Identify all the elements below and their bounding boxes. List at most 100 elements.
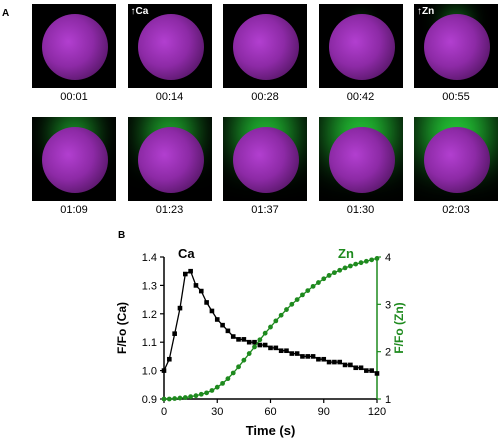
x-tick-label: 120 — [368, 406, 386, 418]
data-point-zn — [252, 344, 257, 350]
oocyte-cell — [233, 127, 299, 193]
frame-timestamp: 00:01 — [60, 91, 88, 103]
data-point-ca — [278, 348, 284, 354]
x-axis-label: Time (s) — [246, 423, 296, 438]
data-point-ca — [284, 348, 289, 354]
frame-timestamp: 01:09 — [60, 204, 88, 216]
frame-timestamp: 00:42 — [346, 91, 375, 103]
data-point-zn — [225, 376, 231, 382]
data-point-zn — [294, 297, 300, 302]
oocyte-cell — [137, 14, 204, 80]
data-point-zn — [374, 256, 380, 261]
right-y-tick-label: 3 — [385, 299, 391, 311]
data-point-ca — [358, 365, 364, 371]
data-point-ca — [294, 351, 300, 356]
micrograph-image — [318, 117, 403, 201]
oocyte-cell — [328, 14, 395, 80]
data-point-zn — [193, 393, 199, 399]
right-y-tick-label: 4 — [385, 252, 391, 264]
frame-timestamp: 01:23 — [155, 204, 184, 216]
ion-increase-tag: ↑Zn — [417, 6, 435, 17]
data-point-ca — [332, 359, 337, 365]
data-point-ca — [241, 337, 247, 342]
data-point-zn — [321, 276, 327, 282]
data-point-zn — [342, 265, 348, 271]
data-point-zn — [363, 258, 369, 264]
data-point-zn — [166, 396, 172, 402]
ion-increase-tag: ↑Ca — [130, 6, 149, 17]
x-tick-label: 30 — [211, 406, 223, 418]
frame-timestamp: 02:03 — [442, 204, 470, 216]
micrograph-image — [414, 117, 498, 201]
data-point-ca — [257, 342, 263, 348]
data-point-ca — [348, 362, 353, 368]
data-point-zn — [161, 396, 167, 402]
data-point-zn — [310, 283, 316, 289]
data-point-zn — [289, 301, 295, 307]
frame-timestamp: 01:37 — [251, 204, 279, 216]
x-tick-label: 60 — [264, 406, 276, 418]
left-y-axis-label: F/Fo (Ca) — [115, 302, 129, 354]
micrograph-image — [223, 117, 307, 201]
data-point-zn — [214, 384, 220, 390]
data-point-ca — [305, 354, 311, 359]
data-point-ca — [310, 354, 316, 359]
data-point-zn — [273, 318, 279, 324]
data-point-ca — [316, 356, 321, 362]
frame-timestamp: 00:55 — [442, 91, 470, 103]
oocyte-cell — [42, 14, 108, 80]
data-point-zn — [316, 280, 321, 285]
data-point-zn — [236, 364, 241, 370]
micrograph-image: ↑Zn — [414, 4, 498, 88]
data-point-ca — [183, 271, 188, 277]
left-y-tick-label: 1.2 — [142, 309, 157, 321]
data-point-zn — [220, 380, 225, 386]
data-point-zn — [300, 292, 305, 298]
data-point-zn — [268, 324, 273, 330]
oocyte-cell — [137, 127, 204, 193]
data-point-zn — [177, 395, 183, 401]
data-point-ca — [262, 342, 268, 348]
data-point-zn — [198, 391, 204, 397]
data-point-ca — [300, 354, 305, 359]
frame-timestamp: 01:30 — [346, 204, 375, 216]
panel-b-label: B — [118, 230, 126, 241]
right-y-tick-label: 2 — [385, 347, 391, 359]
data-point-ca — [188, 268, 193, 274]
data-point-zn — [188, 394, 194, 400]
micrograph-image — [223, 4, 307, 88]
data-point-ca — [177, 305, 183, 311]
data-point-zn — [172, 396, 178, 401]
data-point-ca — [220, 322, 225, 328]
data-point-zn — [230, 370, 236, 376]
right-y-tick-label: 1 — [385, 394, 391, 406]
oocyte-cell — [424, 14, 490, 80]
right-y-axis-label: F/Fo (Zn) — [392, 302, 406, 353]
x-tick-label: 90 — [318, 406, 330, 418]
oocyte-cell — [424, 127, 490, 193]
data-point-zn — [257, 337, 263, 343]
data-point-zn — [278, 312, 284, 318]
panel-a-label: A — [2, 8, 10, 19]
micrograph-image — [32, 4, 116, 88]
data-point-ca — [268, 345, 273, 351]
series-label-zn: Zn — [338, 246, 354, 261]
data-point-ca — [225, 328, 231, 334]
x-tick-label: 0 — [161, 406, 167, 418]
data-point-ca — [374, 371, 380, 376]
data-point-zn — [332, 270, 337, 276]
data-point-ca — [230, 334, 236, 339]
data-point-ca — [326, 359, 332, 365]
left-y-tick-label: 1.4 — [142, 252, 157, 264]
data-point-zn — [369, 257, 375, 263]
data-point-ca — [342, 362, 348, 368]
left-y-tick-label: 1.0 — [142, 366, 157, 378]
data-point-ca — [364, 368, 369, 373]
data-point-zn — [246, 351, 252, 356]
micrograph-image — [127, 117, 212, 201]
left-y-tick-label: 1.3 — [142, 280, 157, 292]
data-point-zn — [305, 288, 311, 294]
frame-timestamp: 00:28 — [251, 91, 279, 103]
oocyte-cell — [328, 127, 395, 193]
